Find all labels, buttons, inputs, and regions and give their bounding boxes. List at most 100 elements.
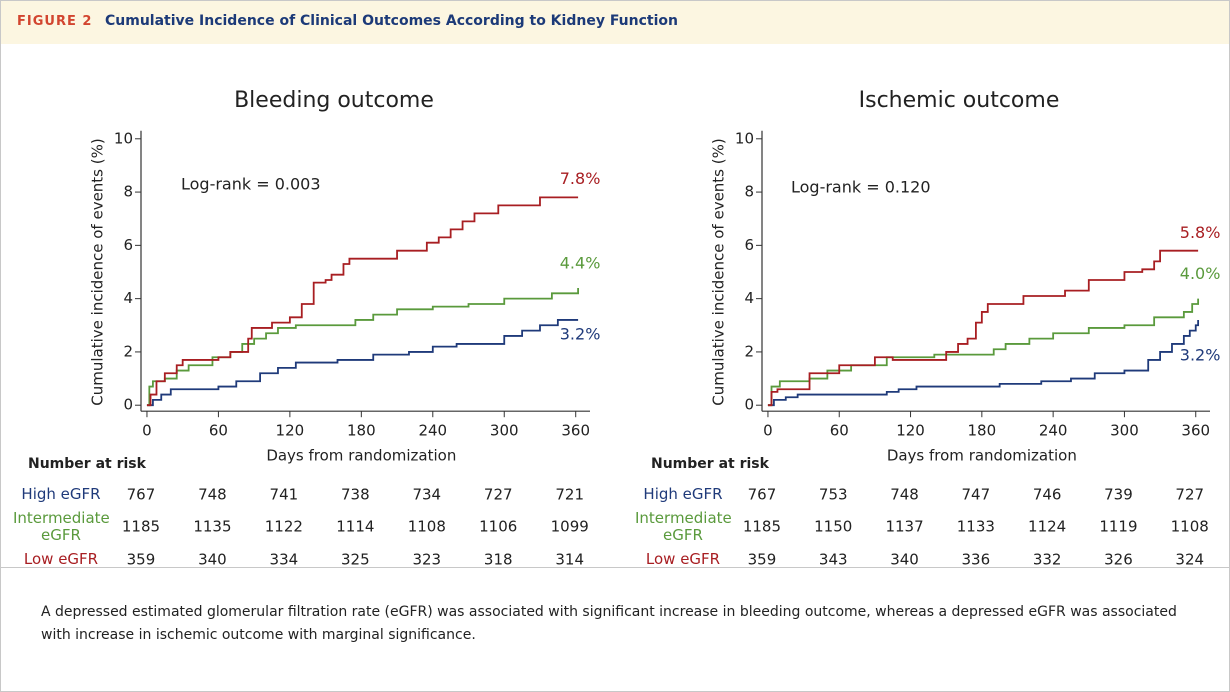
risk-count: 734 bbox=[412, 486, 441, 504]
risk-count: 727 bbox=[1175, 486, 1204, 504]
risk-count: 314 bbox=[555, 551, 584, 568]
x-tick-label: 0 bbox=[763, 422, 773, 440]
figure-title: Cumulative Incidence of Clinical Outcome… bbox=[105, 13, 678, 29]
chart-title: Bleeding outcome bbox=[234, 88, 434, 113]
x-tick-label: 240 bbox=[418, 422, 447, 440]
risk-count: 739 bbox=[1104, 486, 1133, 504]
x-tick-label: 180 bbox=[347, 422, 376, 440]
caption: A depressed estimated glomerular filtrat… bbox=[41, 604, 1177, 643]
x-tick-label: 300 bbox=[1110, 422, 1139, 440]
x-tick-label: 360 bbox=[561, 422, 590, 440]
y-tick-label: 4 bbox=[123, 289, 133, 307]
risk-count: 1114 bbox=[336, 518, 374, 536]
y-axis-label: Cumulative incidence of events (%) bbox=[89, 138, 107, 405]
figure-label: Figure 2 bbox=[17, 14, 93, 29]
x-tick-label: 300 bbox=[490, 422, 519, 440]
risk-count: 1108 bbox=[408, 518, 446, 536]
risk-count: 324 bbox=[1175, 551, 1204, 568]
risk-count: 741 bbox=[270, 486, 299, 504]
risk-count: 1150 bbox=[814, 518, 852, 536]
risk-title: Number at risk bbox=[651, 456, 770, 472]
risk-row-label: Low eGFR bbox=[23, 550, 99, 568]
end-label: 5.8% bbox=[1180, 223, 1221, 242]
separator bbox=[1, 567, 1229, 568]
risk-row-label: Low eGFR bbox=[645, 550, 721, 568]
x-tick-label: 360 bbox=[1181, 422, 1210, 440]
risk-count: 1135 bbox=[193, 518, 231, 536]
risk-count: 1108 bbox=[1171, 518, 1209, 536]
y-tick-label: 8 bbox=[123, 183, 133, 201]
annotation: Log-rank = 0.120 bbox=[791, 178, 931, 197]
y-tick-label: 4 bbox=[744, 289, 754, 307]
risk-count: 748 bbox=[198, 486, 227, 504]
km-curve bbox=[146, 196, 579, 407]
risk-count: 767 bbox=[127, 486, 156, 504]
risk-count: 746 bbox=[1033, 486, 1062, 504]
y-tick-label: 0 bbox=[123, 396, 133, 414]
x-tick-label: 240 bbox=[1039, 422, 1068, 440]
risk-count: 748 bbox=[890, 486, 919, 504]
x-tick-label: 120 bbox=[896, 422, 925, 440]
end-label: 3.2% bbox=[560, 324, 601, 343]
x-axis-label: Days from randomization bbox=[266, 447, 456, 465]
risk-row-label: High eGFR bbox=[21, 485, 101, 503]
chart-title: Ischemic outcome bbox=[859, 88, 1060, 113]
risk-count: 325 bbox=[341, 551, 370, 568]
y-axis-label: Cumulative incidence of events (%) bbox=[710, 138, 728, 405]
risk-count: 359 bbox=[127, 551, 156, 568]
km-curve bbox=[767, 298, 1200, 407]
risk-count: 359 bbox=[748, 551, 777, 568]
km-curve bbox=[146, 319, 579, 407]
risk-row-label: Intermediate eGFR bbox=[635, 509, 732, 544]
end-label: 3.2% bbox=[1180, 345, 1221, 364]
risk-row-label: Intermediate eGFR bbox=[13, 509, 110, 544]
y-tick-label: 6 bbox=[744, 236, 754, 254]
risk-count: 1122 bbox=[265, 518, 303, 536]
risk-count: 1119 bbox=[1099, 518, 1137, 536]
y-tick-label: 8 bbox=[744, 183, 754, 201]
risk-count: 747 bbox=[962, 486, 991, 504]
risk-count: 753 bbox=[819, 486, 848, 504]
risk-count: 721 bbox=[555, 486, 584, 504]
risk-count: 1124 bbox=[1028, 518, 1066, 536]
x-tick-label: 120 bbox=[276, 422, 305, 440]
risk-title: Number at risk bbox=[28, 456, 147, 472]
km-curve bbox=[146, 287, 579, 407]
risk-count: 1137 bbox=[885, 518, 923, 536]
y-tick-label: 2 bbox=[744, 342, 754, 360]
risk-count: 334 bbox=[270, 551, 299, 568]
risk-count: 332 bbox=[1033, 551, 1062, 568]
risk-count: 343 bbox=[819, 551, 848, 568]
risk-count: 1185 bbox=[122, 518, 160, 536]
risk-count: 1106 bbox=[479, 518, 517, 536]
y-tick-label: 10 bbox=[735, 129, 754, 147]
risk-count: 1099 bbox=[551, 518, 589, 536]
risk-row-label: High eGFR bbox=[643, 485, 723, 503]
risk-count: 336 bbox=[962, 551, 991, 568]
risk-count: 1185 bbox=[743, 518, 781, 536]
risk-count: 738 bbox=[341, 486, 370, 504]
end-label: 7.8% bbox=[560, 169, 601, 188]
risk-count: 326 bbox=[1104, 551, 1133, 568]
y-tick-label: 10 bbox=[114, 129, 133, 147]
x-tick-label: 0 bbox=[142, 422, 152, 440]
risk-count: 340 bbox=[890, 551, 919, 568]
risk-count: 323 bbox=[412, 551, 441, 568]
y-tick-label: 2 bbox=[123, 342, 133, 360]
risk-count: 1133 bbox=[957, 518, 995, 536]
km-curve bbox=[767, 319, 1200, 407]
risk-count: 318 bbox=[484, 551, 513, 568]
risk-count: 727 bbox=[484, 486, 513, 504]
risk-count: 340 bbox=[198, 551, 227, 568]
risk-count: 767 bbox=[748, 486, 777, 504]
figure-header: Figure 2 Cumulative Incidence of Clinica… bbox=[1, 1, 1229, 44]
end-label: 4.4% bbox=[560, 253, 601, 272]
km-curve bbox=[767, 249, 1199, 407]
x-tick-label: 60 bbox=[830, 422, 849, 440]
annotation: Log-rank = 0.003 bbox=[181, 175, 321, 194]
y-tick-label: 6 bbox=[123, 236, 133, 254]
y-tick-label: 0 bbox=[744, 396, 754, 414]
x-axis-label: Days from randomization bbox=[887, 447, 1077, 465]
